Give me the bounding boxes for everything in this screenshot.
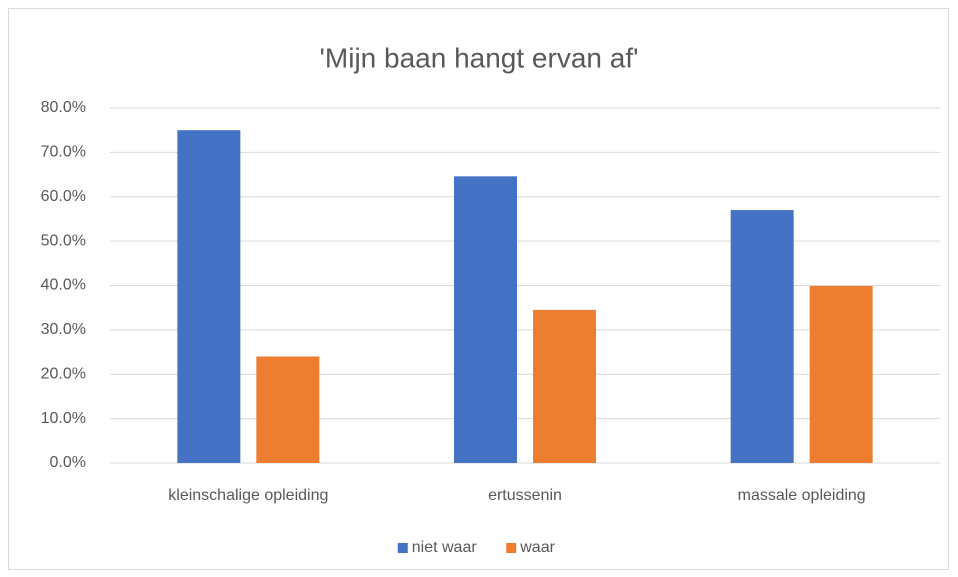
y-tick-label: 80.0% (41, 99, 86, 116)
x-tick-label: ertussenin (488, 487, 562, 504)
x-tick-label: kleinschalige opleiding (168, 487, 328, 504)
y-tick-label: 10.0% (41, 410, 86, 427)
y-tick-label: 70.0% (41, 144, 86, 161)
bar (454, 176, 517, 463)
y-tick-label: 30.0% (41, 321, 86, 338)
y-tick-label: 40.0% (41, 277, 86, 294)
y-tick-label: 20.0% (41, 365, 86, 382)
x-tick-label: massale opleiding (738, 487, 866, 504)
bar (256, 356, 320, 463)
bar (730, 210, 794, 463)
y-tick-label: 0.0% (50, 454, 86, 471)
y-tick-label: 50.0% (41, 232, 86, 249)
chart-title: 'Mijn baan hangt ervan af' (320, 42, 639, 73)
y-tick-label: 60.0% (41, 188, 86, 205)
bar (809, 285, 873, 463)
legend-swatch (397, 543, 408, 553)
legend-label: waar (519, 539, 555, 556)
bar (533, 309, 596, 463)
legend-swatch (506, 543, 517, 553)
bar (177, 130, 241, 463)
legend-label: niet waar (412, 539, 478, 556)
